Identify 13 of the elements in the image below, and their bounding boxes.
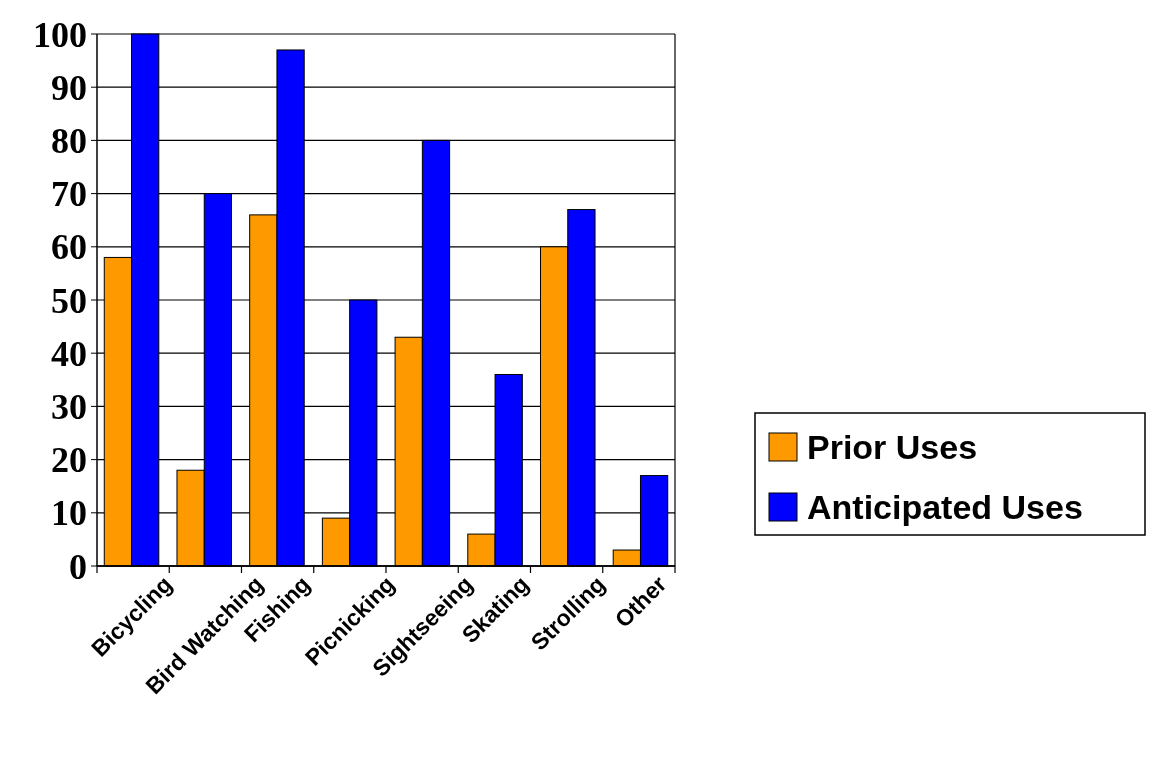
y-tick-label: 90 [51, 67, 87, 108]
y-tick-label: 0 [69, 546, 87, 587]
y-tick-label: 60 [51, 227, 87, 268]
y-tick-label: 70 [51, 174, 87, 215]
y-tick-label: 20 [51, 440, 87, 481]
y-tick-label: 30 [51, 387, 87, 427]
y-tick-label: 10 [51, 493, 87, 534]
legend-label: Anticipated Uses [807, 487, 1083, 526]
y-tick-label: 80 [51, 121, 87, 161]
y-tick-label: 40 [51, 333, 87, 374]
y-tick-label: 50 [51, 280, 87, 321]
legend-label: Prior Uses [807, 427, 978, 466]
y-tick-label: 100 [33, 14, 87, 55]
